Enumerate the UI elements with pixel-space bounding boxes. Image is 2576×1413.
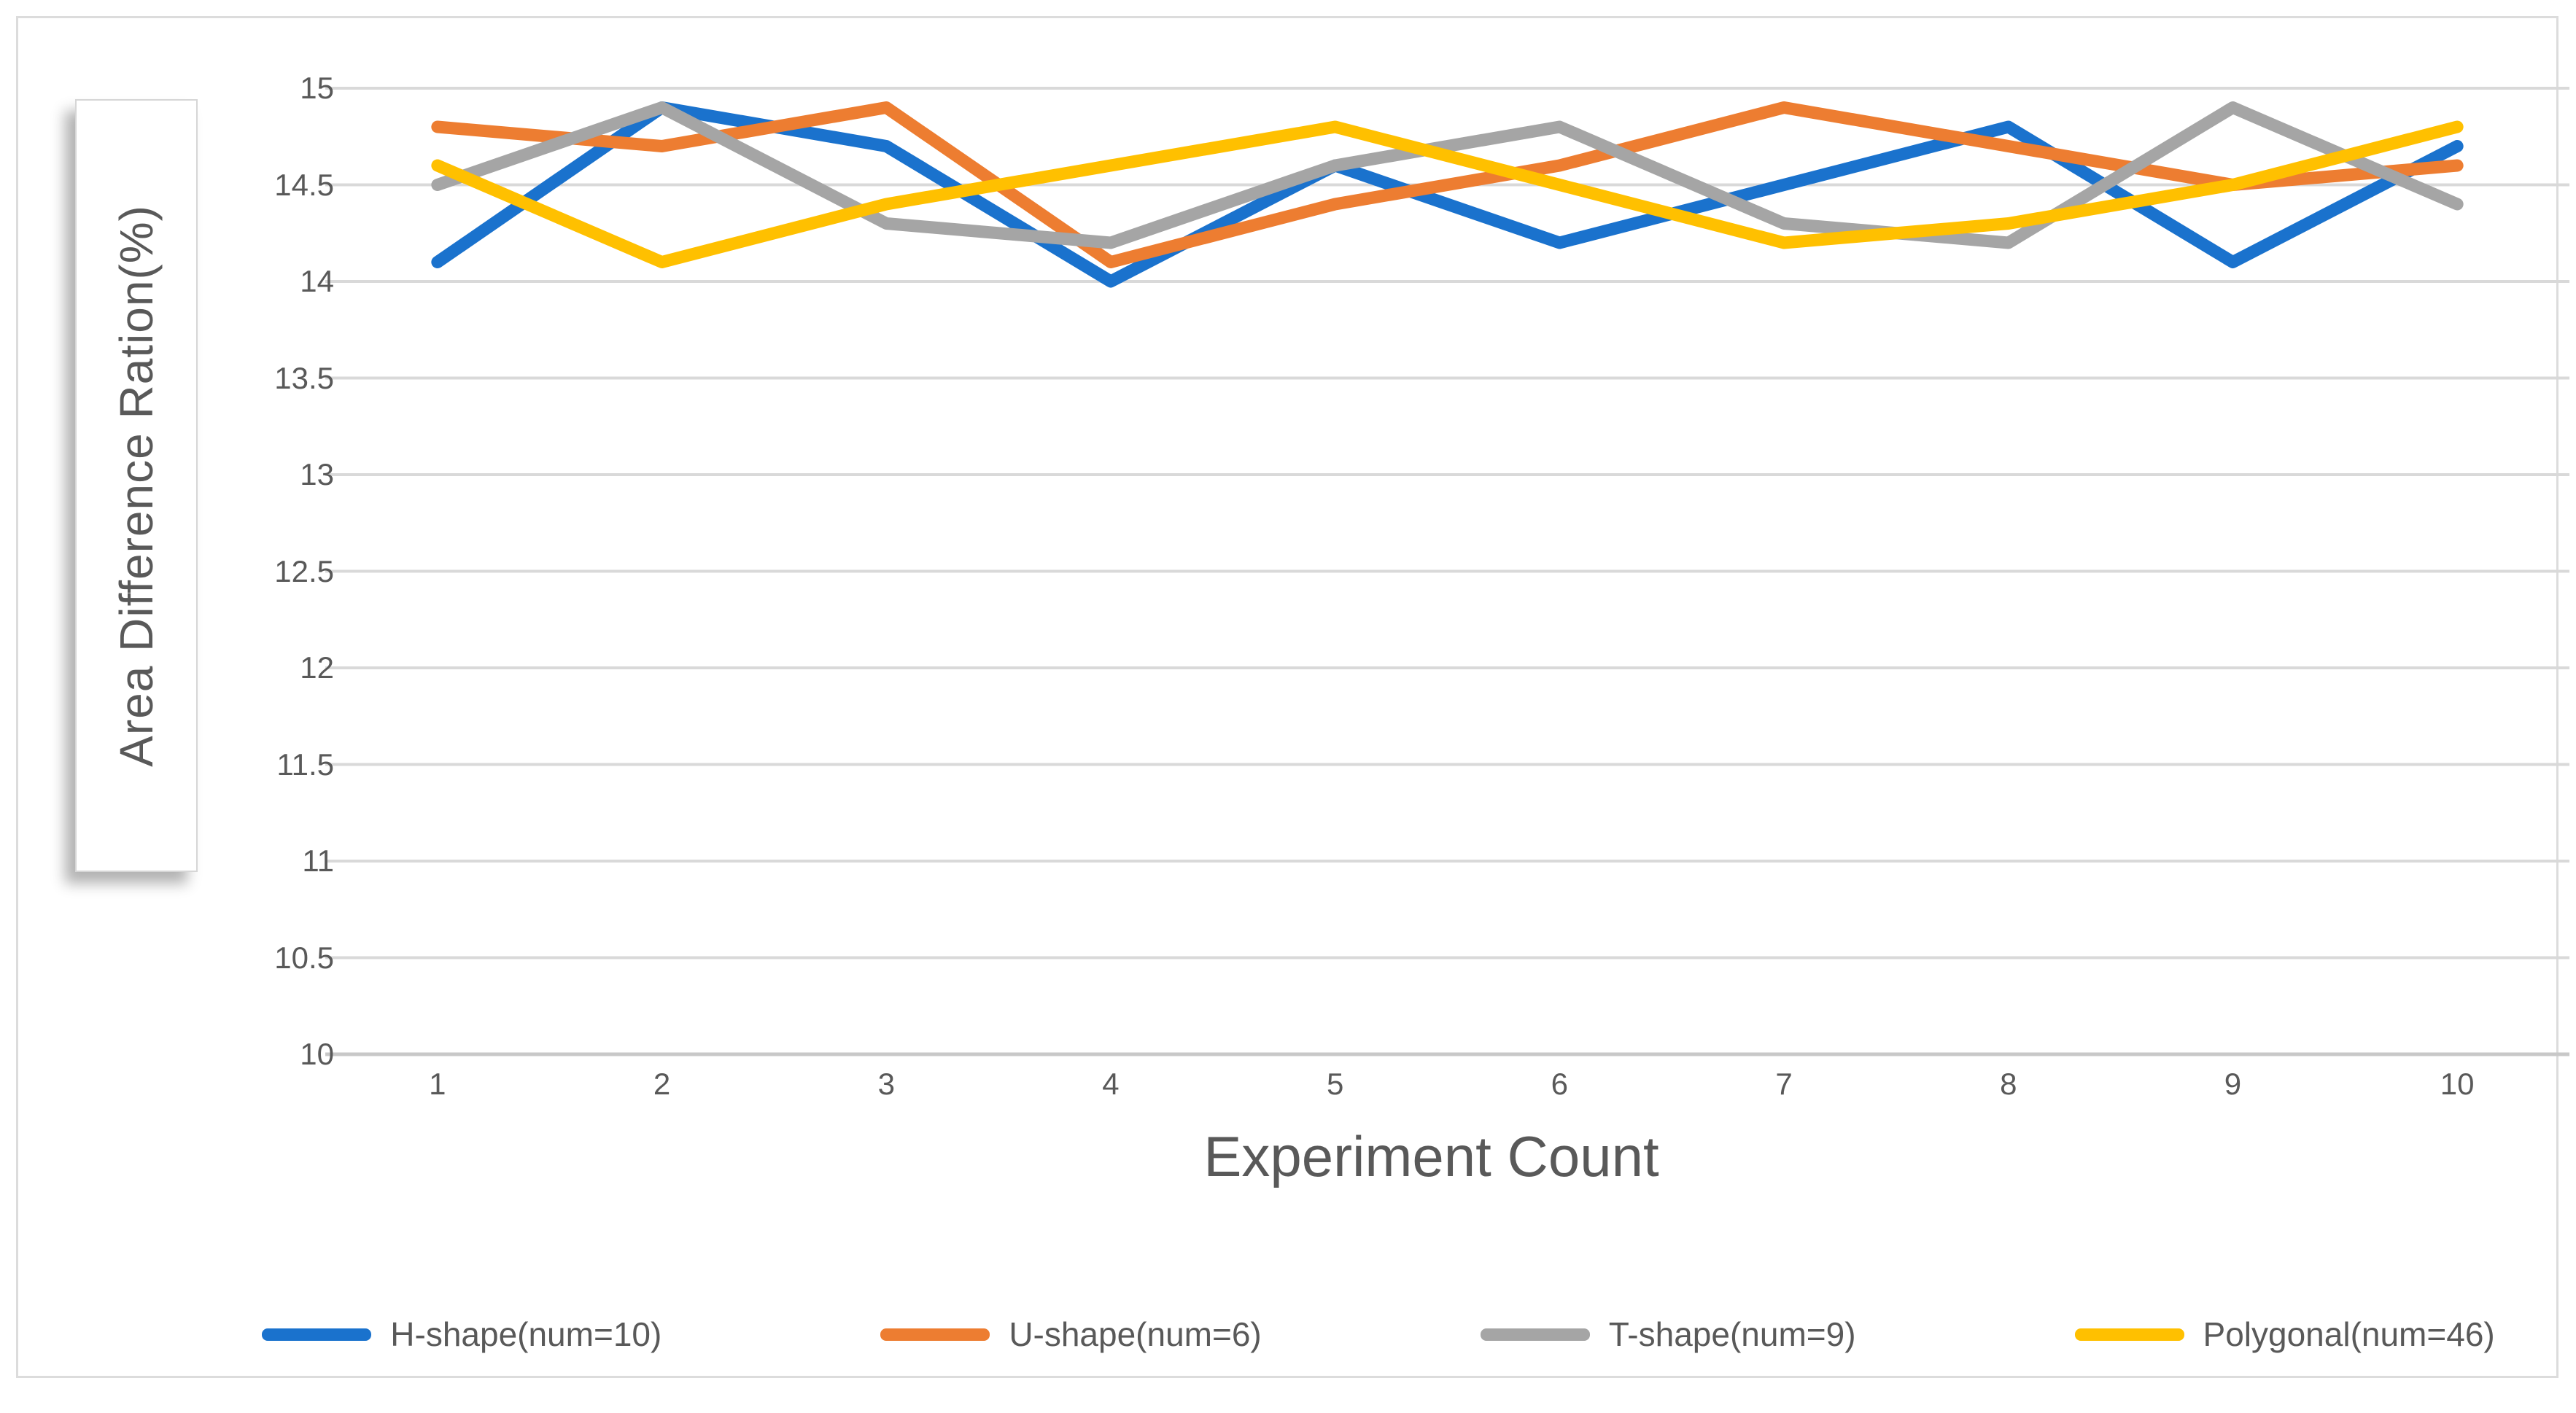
- y-tick-label: 10: [300, 1037, 334, 1071]
- y-tick-label: 11.5: [276, 747, 334, 782]
- x-tick-label: 3: [877, 1067, 895, 1101]
- y-tick-label: 12: [300, 650, 334, 685]
- series-line-t-shape-num-9: [431, 101, 2464, 249]
- y-tick-label: 14.5: [274, 167, 334, 202]
- y-axis-title-box: Area Difference Ration(%): [75, 99, 198, 872]
- legend-swatch-polygonal-num-46: [2074, 1328, 2184, 1341]
- legend-item-u-shape-num-6: U-shape(num=6): [880, 1315, 1262, 1354]
- y-tick-label: 11: [302, 844, 334, 878]
- x-tick-label: 4: [1102, 1067, 1120, 1101]
- y-tick-label: 15: [300, 71, 334, 105]
- legend-swatch-h-shape-num-10: [262, 1328, 372, 1341]
- legend-item-t-shape-num-9: T-shape(num=9): [1480, 1315, 1856, 1354]
- x-axis-title: Experiment Count: [1203, 1124, 1659, 1188]
- chart-border: Area Difference Ration(%) 15 14.5 14 13.5 13…: [16, 16, 2569, 1378]
- plot-area: [325, 87, 2569, 1056]
- y-tick-label: 14: [300, 264, 334, 298]
- legend-item-polygonal-num-46: Polygonal(num=46): [2074, 1315, 2495, 1354]
- legend-label: T-shape(num=9): [1608, 1315, 1856, 1353]
- y-tick-label: 10.5: [274, 940, 334, 975]
- x-tick-label: 8: [2000, 1067, 2017, 1101]
- legend-swatch-t-shape-num-9: [1480, 1328, 1590, 1341]
- x-tick-label: 5: [1326, 1067, 1344, 1101]
- x-tick-label: 2: [653, 1067, 671, 1101]
- series-line-polygonal-num-46: [431, 120, 2464, 268]
- x-tick-label: 10: [2440, 1067, 2475, 1101]
- x-tick-label: 1: [429, 1067, 446, 1101]
- legend-swatch-u-shape-num-6: [880, 1328, 990, 1341]
- y-tick-label: 13: [300, 457, 334, 491]
- legend-label: U-shape(num=6): [1009, 1315, 1262, 1353]
- y-tick-label: 12.5: [274, 553, 334, 588]
- legend: H-shape(num=10) U-shape(num=6) T-shape(num…: [186, 1301, 2571, 1367]
- legend-label: H-shape(num=10): [390, 1315, 662, 1353]
- legend-label: Polygonal(num=46): [2203, 1315, 2495, 1353]
- x-tick-label: 9: [2224, 1067, 2242, 1101]
- x-tick-label: 6: [1551, 1067, 1569, 1101]
- y-axis-title: Area Difference Ration(%): [110, 204, 163, 767]
- y-tick-label: 13.5: [274, 360, 334, 395]
- legend-item-h-shape-num-10: H-shape(num=10): [262, 1315, 662, 1354]
- series-line-u-shape-num-6: [431, 101, 2464, 268]
- x-tick-label: 7: [1775, 1067, 1793, 1101]
